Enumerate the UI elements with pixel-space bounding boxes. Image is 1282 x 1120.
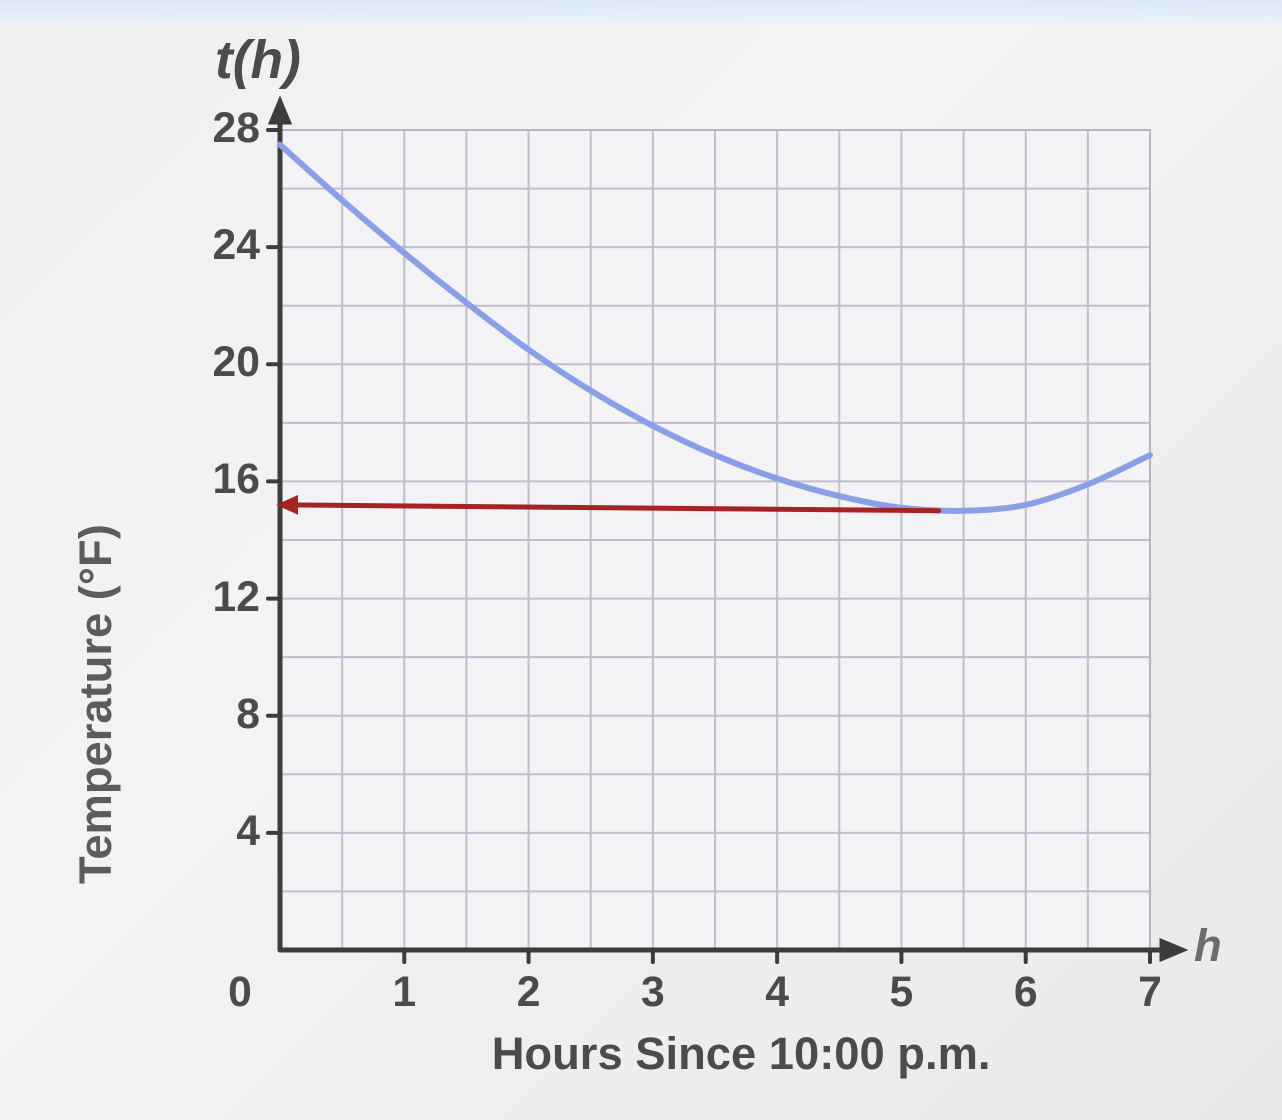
chart-svg — [0, 0, 1282, 1120]
x-tick-label: 4 — [747, 968, 807, 1017]
y-tick-label: 16 — [170, 455, 260, 504]
y-tick-label: 12 — [170, 573, 260, 622]
x-tick-label: 1 — [374, 968, 434, 1017]
y-tick-label: 24 — [170, 221, 260, 270]
x-tick-label: 3 — [623, 968, 683, 1017]
y-tick-label: 8 — [170, 690, 260, 739]
x-tick-label: 6 — [996, 968, 1056, 1017]
x-tick-label: 2 — [499, 968, 559, 1017]
y-tick-label: 20 — [170, 338, 260, 387]
page-root: t(h) h Temperature (°F) Hours Since 10:0… — [0, 0, 1282, 1120]
x-tick-label: 5 — [871, 968, 931, 1017]
y-tick-label: 28 — [170, 104, 260, 153]
x-tick-label: 7 — [1120, 968, 1180, 1017]
y-tick-label: 4 — [170, 807, 260, 856]
